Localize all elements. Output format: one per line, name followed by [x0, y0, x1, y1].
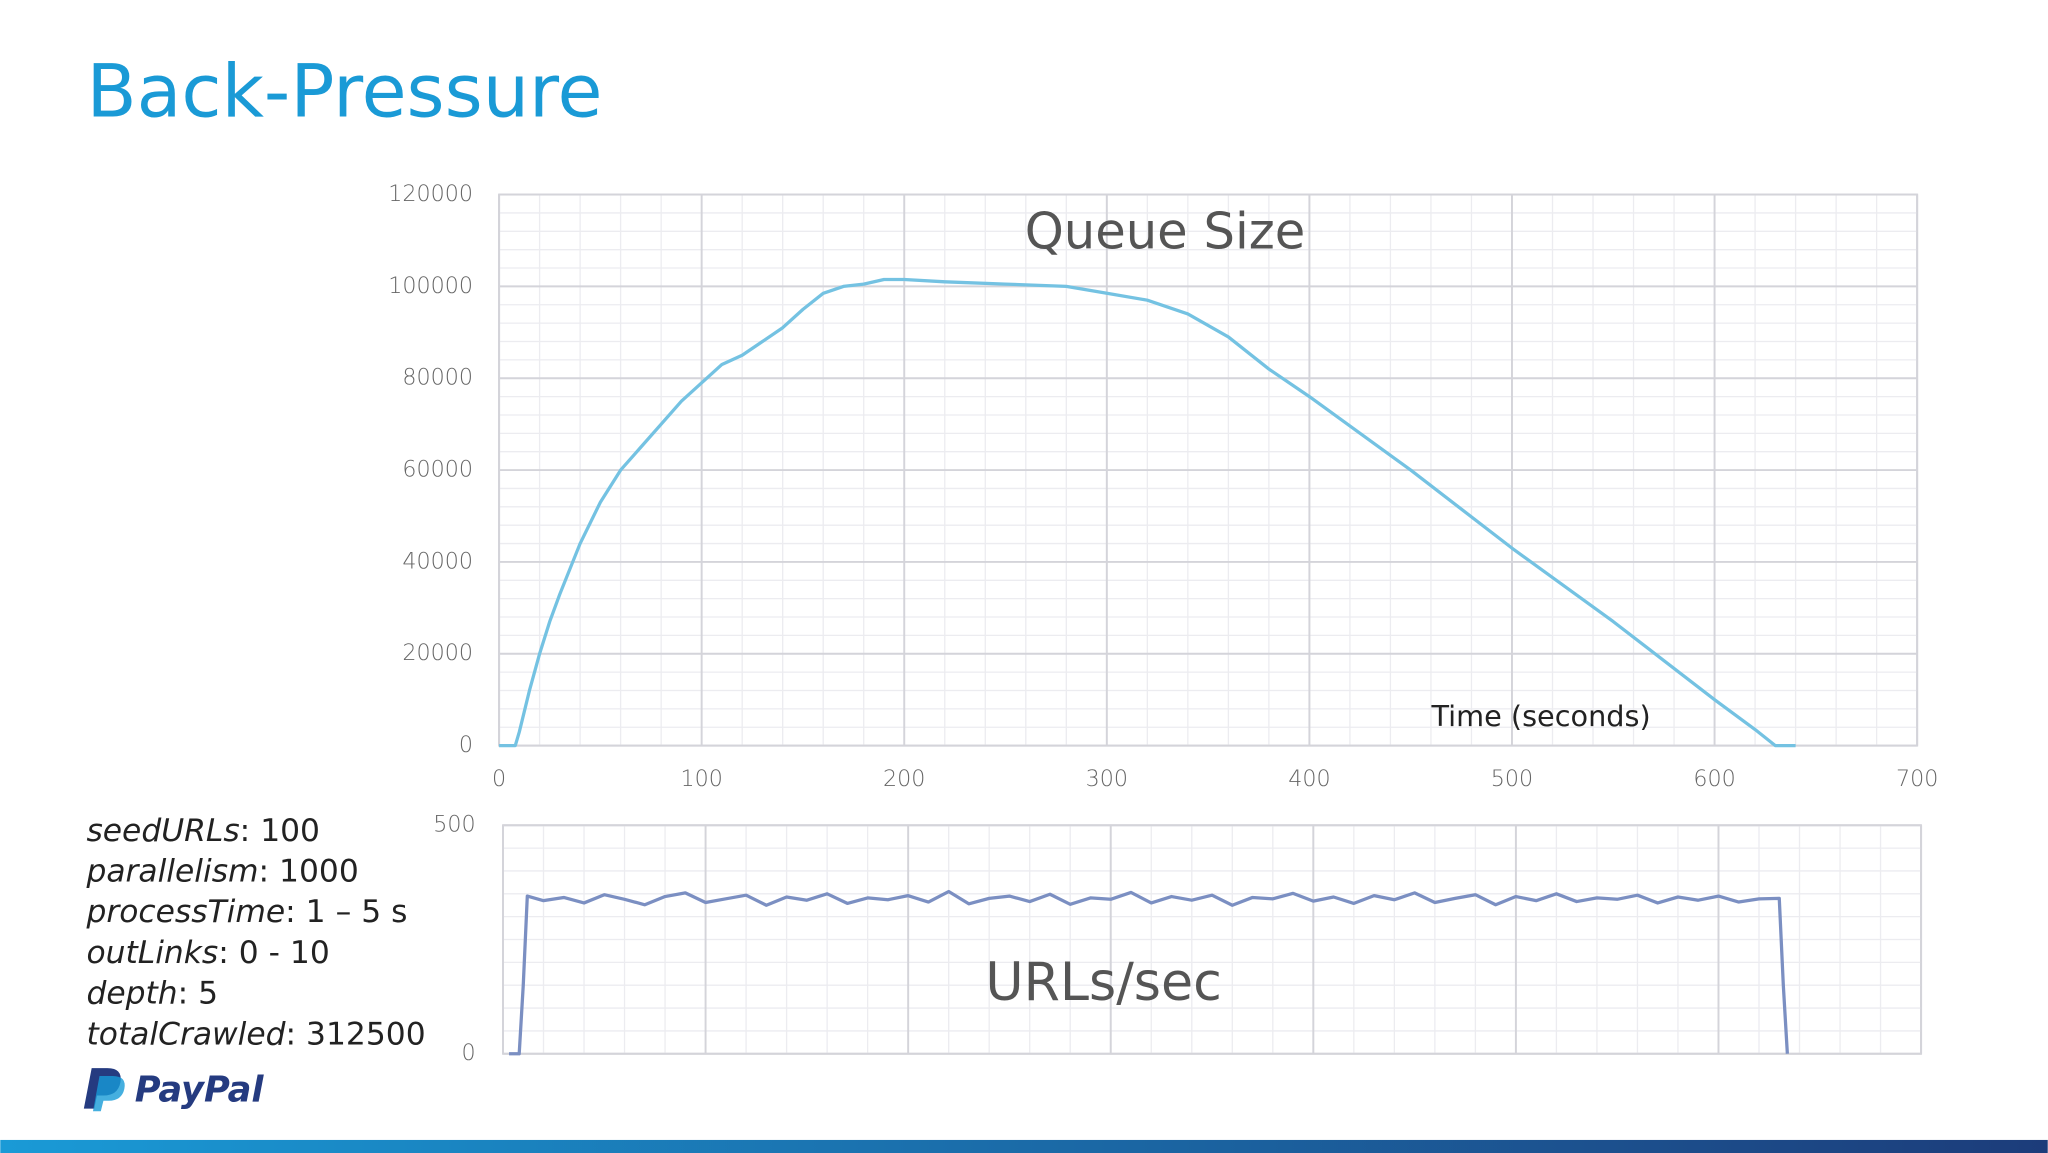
logo-icon	[92, 1075, 125, 1112]
x-tick-label: 100	[680, 766, 722, 792]
y-tick-label: 80000	[402, 365, 473, 391]
parameter-name: processTime	[85, 894, 285, 930]
y-tick-label: 20000	[402, 640, 473, 666]
y-tick-label: 120000	[388, 181, 473, 207]
y-tick-label: 0	[461, 1040, 475, 1066]
parameter-name: depth	[86, 976, 177, 1012]
parameter: seedURLs: 100	[86, 813, 320, 849]
parameter-name: outLinks	[86, 935, 218, 971]
parameter-value: : 5	[178, 976, 218, 1012]
x-tick-label: 700	[1896, 766, 1938, 792]
footer-bar	[0, 1139, 2048, 1153]
x-tick-label: 300	[1086, 766, 1128, 792]
slide-title: Back-Pressure	[86, 50, 602, 135]
chart-title: URLs/sec	[985, 953, 1221, 1013]
y-tick-label: 500	[433, 812, 475, 838]
parameter-value: : 1000	[259, 854, 359, 890]
data-line	[509, 889, 1789, 1056]
y-tick-label: 60000	[402, 457, 473, 483]
logo-text: PayPal	[135, 1070, 265, 1111]
parameter-value: : 1 – 5 s	[285, 894, 407, 930]
y-tick-label: 100000	[388, 273, 473, 299]
parameters: seedURLs: 100 parallelism: 1000 processTim…	[85, 813, 425, 1053]
parameter: processTime: 1 – 5 s	[85, 894, 407, 930]
x-tick-label: 400	[1288, 766, 1330, 792]
chart-title: Queue Size	[1025, 203, 1306, 261]
parameter: parallelism: 1000	[85, 854, 358, 890]
parameter-value: : 100	[240, 813, 320, 849]
parameter-value: : 312500	[286, 1016, 426, 1052]
parameter: depth: 5	[86, 976, 218, 1012]
chart: 0 500 URLs/sec	[433, 812, 1923, 1066]
parameter-name: totalCrawled	[86, 1016, 286, 1052]
x-tick-label: 200	[883, 766, 925, 792]
y-tick-label: 0	[459, 732, 473, 758]
parameter: outLinks: 0 - 10	[86, 935, 329, 971]
y-tick-label: 40000	[402, 548, 473, 574]
data-line	[499, 277, 1796, 748]
x-tick-label: 0	[492, 766, 506, 792]
x-tick-label: 600	[1693, 766, 1735, 792]
chart: 0 100 200 300 400 500 600 700 0 20000 40000 60000 80…	[388, 181, 1938, 792]
x-tick-label: 500	[1491, 766, 1533, 792]
parameter-name: parallelism	[85, 854, 258, 890]
logo: PayPal	[83, 1068, 265, 1112]
x-axis-label: Time (seconds)	[1430, 699, 1650, 733]
parameter: totalCrawled: 312500	[86, 1016, 425, 1052]
parameter-value: : 0 - 10	[218, 935, 330, 971]
parameter-name: seedURLs	[86, 813, 239, 849]
